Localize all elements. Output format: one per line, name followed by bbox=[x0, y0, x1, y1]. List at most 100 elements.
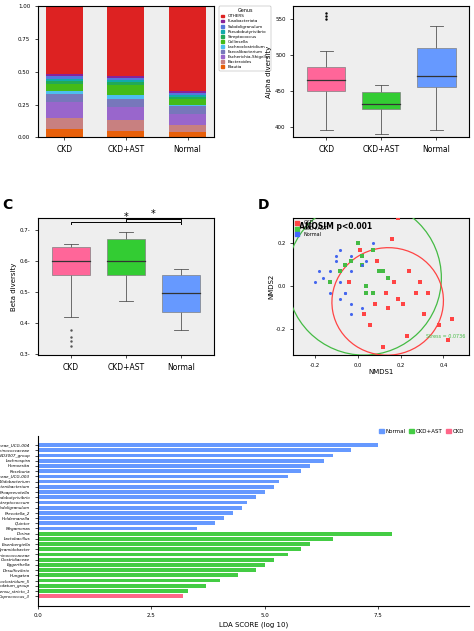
Point bbox=[363, 281, 370, 292]
Bar bbox=[46, 79, 83, 81]
Bar bbox=[108, 85, 145, 95]
Bar bbox=[108, 78, 145, 80]
Point bbox=[375, 266, 383, 276]
Point bbox=[347, 256, 355, 266]
Bar bbox=[46, 94, 83, 102]
Bar bbox=[46, 74, 83, 76]
Bar bbox=[169, 91, 206, 93]
Point bbox=[369, 239, 376, 249]
Bar bbox=[169, 93, 206, 95]
Bar bbox=[38, 548, 301, 551]
Bar bbox=[108, 131, 145, 137]
Point bbox=[347, 256, 355, 266]
Bar bbox=[38, 527, 197, 530]
Point bbox=[373, 256, 381, 266]
Bar bbox=[169, 105, 206, 107]
Point bbox=[412, 288, 419, 298]
Point bbox=[354, 239, 361, 249]
Bar bbox=[46, 83, 83, 91]
Bar bbox=[38, 454, 333, 457]
Point bbox=[367, 320, 374, 330]
Bar bbox=[38, 579, 219, 582]
Point bbox=[403, 331, 411, 341]
Legend: OTHERS, Fusobacteriota, Subdoligranulum, Pseudobutyrivibrio, Streptococcus, Coll: OTHERS, Fusobacteriota, Subdoligranulum,… bbox=[219, 6, 271, 71]
Bar bbox=[46, 4, 83, 74]
Bar bbox=[108, 76, 145, 78]
Bar bbox=[38, 459, 324, 463]
Point bbox=[405, 266, 413, 276]
Bar bbox=[417, 48, 456, 87]
Point bbox=[326, 277, 334, 287]
Point bbox=[384, 303, 392, 313]
Text: *: * bbox=[124, 211, 128, 221]
Point bbox=[332, 256, 340, 266]
Bar bbox=[108, 7, 145, 76]
Bar bbox=[38, 558, 274, 562]
Point bbox=[420, 309, 428, 319]
Point bbox=[380, 341, 387, 351]
Bar bbox=[108, 81, 145, 85]
Bar bbox=[46, 76, 83, 79]
Legend: CKD, CKD+AST, Normal: CKD, CKD+AST, Normal bbox=[292, 220, 327, 237]
Bar bbox=[38, 449, 351, 452]
Point bbox=[347, 298, 355, 309]
Bar bbox=[162, 275, 200, 312]
Point bbox=[369, 288, 376, 298]
Point bbox=[358, 303, 366, 313]
Bar bbox=[38, 521, 215, 525]
Point bbox=[358, 260, 366, 270]
Bar bbox=[169, 125, 206, 132]
Bar bbox=[38, 584, 206, 587]
Bar bbox=[307, 67, 346, 91]
Bar bbox=[169, 98, 206, 105]
Bar bbox=[52, 247, 90, 275]
Point bbox=[388, 234, 396, 244]
Point bbox=[311, 277, 319, 287]
Text: B: B bbox=[258, 0, 269, 1]
Point bbox=[356, 245, 364, 255]
Point bbox=[341, 288, 348, 298]
Text: *: * bbox=[151, 209, 156, 218]
Point bbox=[337, 245, 344, 255]
Point bbox=[341, 288, 348, 298]
Text: ANOSIM p<0.001: ANOSIM p<0.001 bbox=[299, 221, 373, 231]
Bar bbox=[38, 480, 279, 483]
Point bbox=[326, 288, 334, 298]
X-axis label: LDA SCORE (log 10): LDA SCORE (log 10) bbox=[219, 621, 288, 628]
Bar bbox=[38, 495, 256, 499]
Point bbox=[425, 288, 432, 298]
Bar bbox=[38, 574, 237, 577]
Point bbox=[416, 277, 424, 287]
Point bbox=[332, 251, 340, 261]
Bar bbox=[46, 117, 83, 129]
Point bbox=[395, 294, 402, 304]
Text: D: D bbox=[258, 198, 270, 213]
Point bbox=[384, 273, 392, 283]
Bar bbox=[108, 98, 145, 107]
Y-axis label: Beta diversity: Beta diversity bbox=[11, 262, 17, 310]
Bar bbox=[46, 81, 83, 83]
Bar bbox=[108, 95, 145, 98]
Point bbox=[358, 260, 366, 270]
Point bbox=[347, 251, 355, 261]
Point bbox=[395, 213, 402, 223]
Point bbox=[363, 256, 370, 266]
Bar bbox=[108, 107, 145, 121]
Point bbox=[436, 320, 443, 330]
Bar bbox=[38, 475, 288, 478]
Bar bbox=[169, 95, 206, 97]
Bar bbox=[38, 569, 256, 572]
Point bbox=[337, 266, 344, 276]
Point bbox=[369, 245, 376, 255]
Bar bbox=[169, 114, 206, 125]
Text: A: A bbox=[11, 0, 22, 1]
Bar bbox=[38, 464, 310, 468]
X-axis label: NMDS1: NMDS1 bbox=[369, 369, 394, 375]
Bar bbox=[38, 589, 188, 593]
Point bbox=[360, 309, 368, 319]
Text: Stress = 0.0736: Stress = 0.0736 bbox=[427, 334, 466, 339]
Bar bbox=[108, 80, 145, 81]
Bar bbox=[169, 107, 206, 114]
Bar bbox=[169, 132, 206, 137]
Point bbox=[444, 335, 452, 345]
